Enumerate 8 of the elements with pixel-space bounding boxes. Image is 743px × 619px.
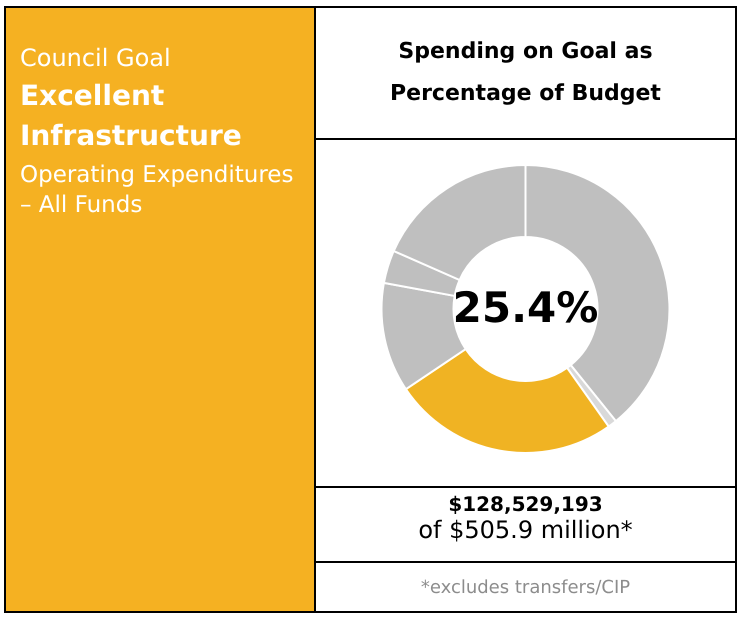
text: 25.4%: [452, 282, 598, 332]
text: of $505.9 million*: [417, 516, 634, 544]
text: Operating Expenditures – All Funds: [20, 161, 294, 220]
text: Excellent Infrastructure: [20, 78, 243, 154]
chart-title: Spending on Goal as Percentage of Budget: [316, 8, 735, 140]
text: Council Goal: [20, 44, 172, 72]
text: *excludes transfers/CIP: [420, 576, 632, 600]
text: $128,529,193: [447, 492, 604, 516]
